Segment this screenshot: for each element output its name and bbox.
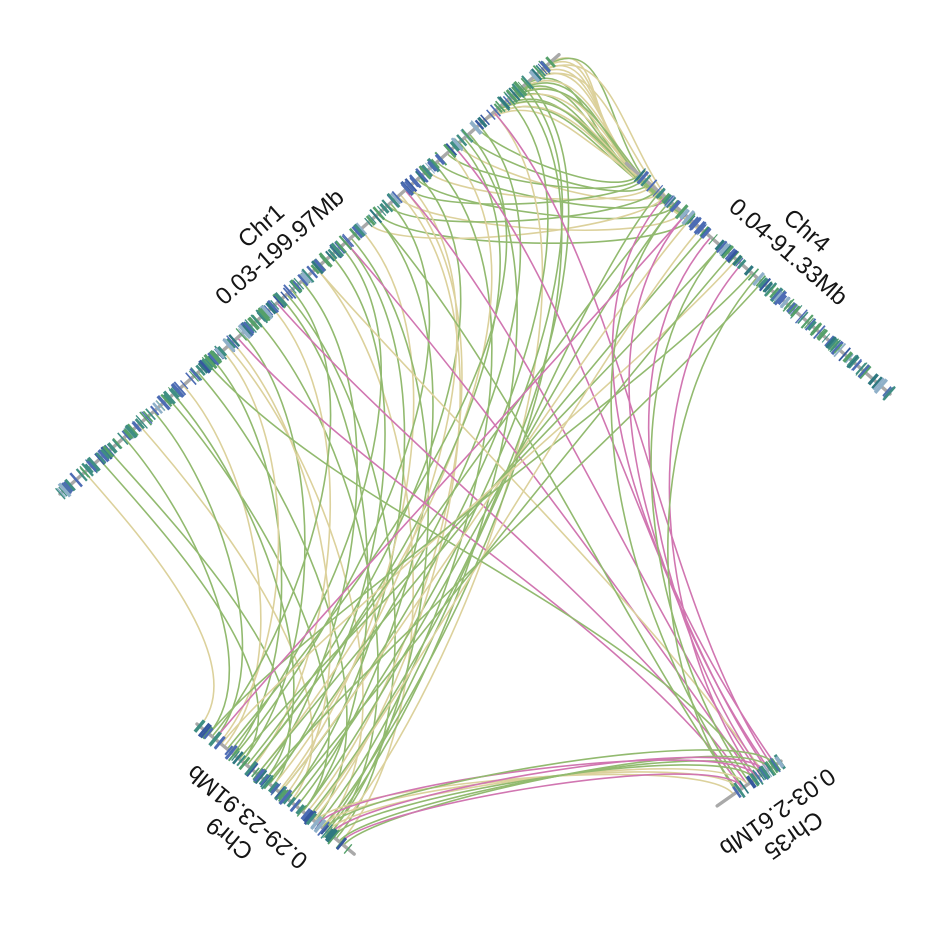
chr35-bar [715,754,786,808]
chr9-bar [193,719,356,856]
chr4-bar [624,161,896,401]
chr1-bar [55,52,561,500]
